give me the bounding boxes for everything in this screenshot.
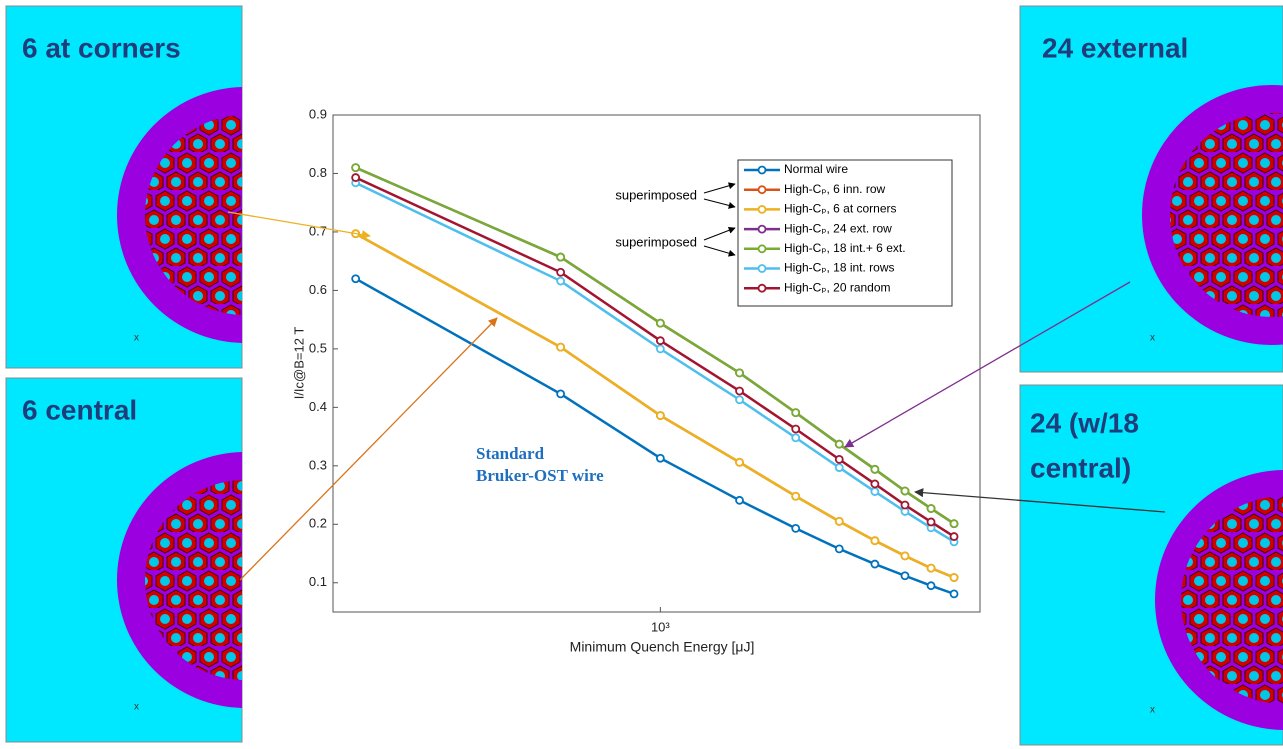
series-line — [355, 277, 955, 596]
point — [834, 516, 844, 526]
legend-label: High-Cₚ, 6 inn. row — [784, 182, 886, 196]
point — [791, 424, 801, 434]
legend — [737, 159, 953, 307]
point — [735, 395, 744, 405]
series-line — [355, 232, 955, 579]
point — [556, 267, 566, 277]
point — [791, 491, 801, 501]
y-axis-label: I/Ic@B=12 T — [291, 327, 306, 400]
point — [735, 457, 744, 467]
point — [351, 173, 361, 182]
point — [655, 336, 665, 346]
point — [791, 408, 801, 418]
point — [556, 276, 566, 286]
point — [870, 464, 880, 474]
point — [949, 589, 959, 599]
legend-swatch — [757, 244, 767, 254]
point — [735, 495, 744, 505]
annotation: superimposed — [615, 187, 697, 202]
axis-label: x — [1150, 705, 1155, 716]
point — [926, 581, 936, 591]
point — [926, 504, 936, 513]
point — [655, 344, 665, 354]
y-tick-label: 0.5 — [309, 340, 327, 355]
point — [870, 487, 880, 496]
legend-label: High-Cₚ, 6 at corners — [784, 202, 897, 216]
axis-label: x — [1150, 333, 1155, 344]
legend-label: High-Cₚ, 24 ext. row — [784, 221, 892, 235]
point — [351, 163, 361, 173]
point — [870, 536, 880, 546]
point — [834, 439, 844, 449]
axis-label: x — [134, 333, 139, 344]
legend-label: High-Cₚ, 18 int. rows — [784, 261, 895, 275]
point — [556, 252, 566, 262]
point — [556, 342, 566, 352]
point — [900, 571, 910, 581]
panel-label: 6 at corners — [22, 32, 181, 63]
series-line — [355, 181, 955, 543]
y-tick-label: 0.9 — [309, 106, 327, 121]
annotation: superimposed — [615, 234, 697, 249]
panel-label: 6 central — [22, 394, 137, 425]
point — [870, 479, 880, 489]
legend-swatch — [757, 165, 767, 175]
point — [735, 368, 744, 378]
y-tick-label: 0.3 — [309, 457, 327, 472]
point — [834, 463, 844, 472]
y-tick-label: 0.8 — [309, 165, 327, 180]
point — [926, 563, 936, 573]
panel-label: 24 (w/18 — [1030, 407, 1139, 438]
x-tick-label: 10³ — [651, 619, 670, 634]
panel-label: central) — [1030, 452, 1131, 483]
note: Bruker-OST wire — [476, 466, 604, 485]
point — [834, 454, 844, 464]
panel: 24 external x — [1019, 5, 1283, 373]
legend-swatch — [757, 264, 767, 273]
point — [949, 519, 959, 529]
point — [949, 573, 959, 582]
y-tick-label: 0.2 — [309, 516, 327, 531]
axis-label: x — [134, 702, 139, 713]
annotation-arrows — [703, 182, 736, 257]
point — [351, 274, 361, 284]
point — [655, 411, 665, 420]
series-line — [355, 166, 955, 525]
point — [900, 500, 910, 510]
legend-swatch — [757, 224, 767, 234]
point — [834, 544, 844, 554]
legend-label: Normal wire — [784, 162, 848, 176]
panel: 24 (w/18 central) x — [1019, 384, 1283, 746]
point — [926, 517, 936, 527]
panel: 6 at corners x — [5, 5, 243, 369]
point — [655, 318, 665, 328]
panel-label: 24 external — [1042, 32, 1188, 63]
x-axis-label: Minimum Quench Energy [μJ] — [570, 639, 755, 655]
y-tick-label: 0.7 — [309, 223, 327, 238]
legend-swatch — [757, 185, 767, 195]
legend-swatch — [757, 204, 767, 214]
point — [949, 532, 959, 541]
legend-label: High-Cₚ, 20 random — [784, 280, 891, 294]
point — [900, 551, 910, 561]
series-line — [355, 176, 955, 538]
point — [556, 389, 566, 399]
point — [791, 523, 801, 533]
legend-swatch — [757, 283, 767, 293]
y-tick-label: 0.4 — [309, 399, 327, 414]
point — [870, 559, 880, 569]
callout-arrows — [227, 211, 1166, 581]
panel: 6 central x — [5, 377, 243, 743]
point — [655, 453, 665, 463]
legend-label: High-Cₚ, 18 int.+ 6 ext. — [784, 241, 906, 255]
note: Standard — [476, 444, 545, 463]
point — [735, 386, 744, 396]
y-tick-label: 0.1 — [309, 574, 327, 589]
y-tick-label: 0.6 — [309, 282, 327, 297]
point — [900, 486, 910, 496]
point — [791, 433, 801, 443]
